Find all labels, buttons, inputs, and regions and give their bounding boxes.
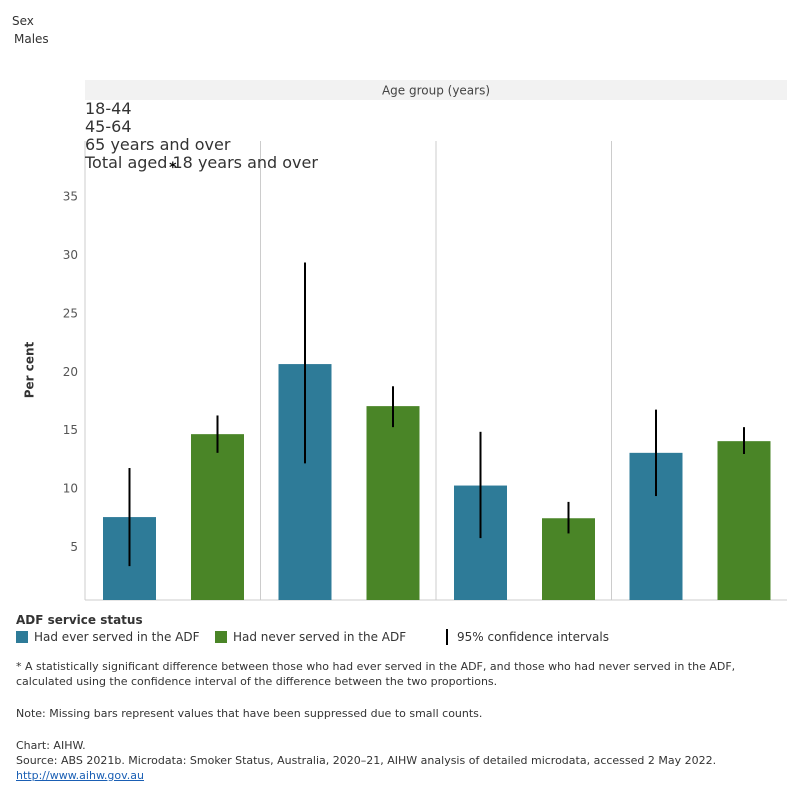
legend-label: 95% confidence intervals [457,630,609,644]
footnote: * A statistically significant difference… [16,660,736,688]
bar [191,434,244,600]
legend-title: ADF service status [16,613,143,627]
y-tick-label: 20 [63,365,78,379]
category-labels: 18-44 45-64 65 years and over Total aged 18… [85,99,787,172]
category-label: 18-44 [85,99,132,118]
note: Note: Missing bars represent values that… [16,707,483,720]
filter-label: Sex [12,14,34,28]
y-tick-label: 25 [63,306,78,320]
category-label: 65 years and over [85,135,231,154]
source: Source: ABS 2021b. Microdata: Smoker Sta… [16,754,717,767]
legend-label: Had ever served in the ADF [34,630,200,644]
y-tick-label: 10 [63,482,78,496]
filter-value[interactable]: Males [14,32,49,46]
category-label: 45-64 [85,117,132,136]
legend-swatch [215,631,227,643]
bar [717,441,771,600]
y-tick-label: 5 [70,540,78,554]
header-band [85,80,787,100]
significance-marker: * [169,160,177,176]
y-tick-label: 35 [63,190,78,204]
chart-credit: Chart: AIHW. [16,739,86,752]
y-axis-label: Per cent [23,341,37,398]
header: Age group (years) [382,84,490,98]
y-tick-label: 15 [63,423,78,437]
link[interactable]: http://www.aihw.gov.au [16,769,145,782]
category-label: Total aged 18 years and over [85,153,318,172]
legend-ci-symbol [446,629,448,645]
y-tick-label: 30 [63,248,78,262]
legend-label: Had never served in the ADF [233,630,407,644]
bar [366,406,420,600]
legend-swatch [16,631,28,643]
